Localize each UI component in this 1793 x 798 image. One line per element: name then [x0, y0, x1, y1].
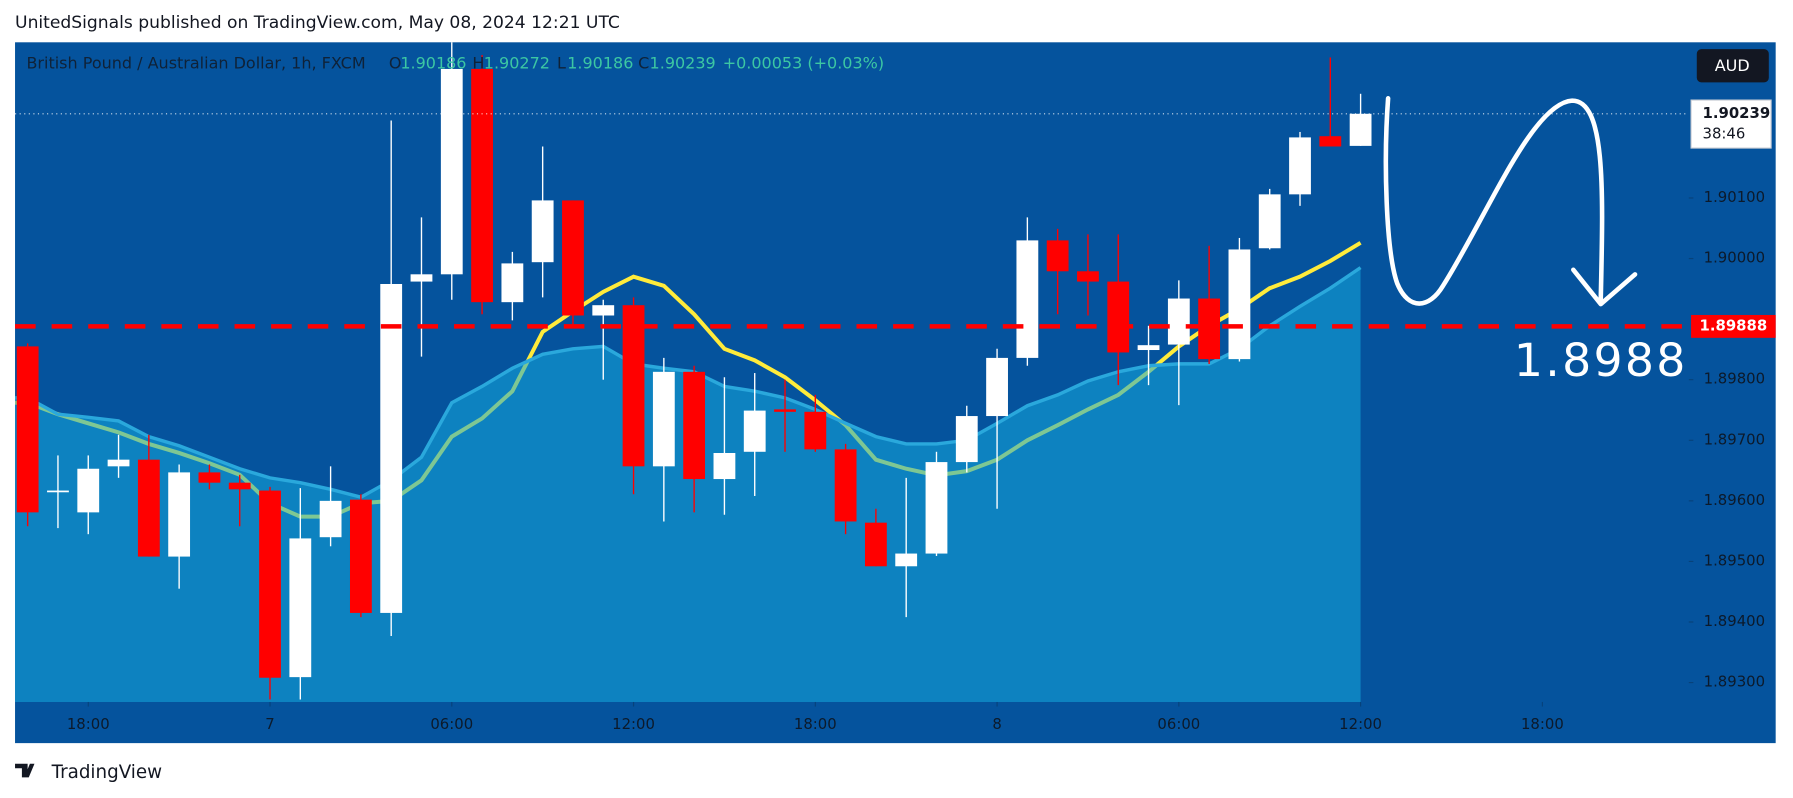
price-line-label-box [1691, 314, 1776, 338]
candle-body [683, 371, 706, 480]
y-tick-label: 1.90100 [1704, 188, 1765, 206]
candle-body [137, 459, 160, 557]
x-tick-label: 18:00 [67, 715, 110, 733]
candle-body [1289, 137, 1311, 195]
candle-body [834, 449, 857, 522]
footer-text: TradingView [51, 762, 163, 783]
candle-body [198, 472, 221, 483]
candle-body [955, 416, 978, 463]
legend-value: 1.90239 [650, 54, 716, 73]
currency-label[interactable]: AUD [1715, 56, 1750, 75]
candle-body [471, 68, 493, 303]
candle-body [77, 468, 100, 513]
candle-body [228, 482, 251, 490]
candle-body [1077, 271, 1099, 282]
candle-body [652, 371, 675, 467]
legend-change: +0.00053 (+0.03%) [723, 54, 884, 73]
candle-body [1046, 240, 1069, 272]
x-tick-label: 18:00 [1521, 715, 1564, 733]
current-price-label: 1.90239 [1703, 104, 1771, 122]
candle-body [774, 409, 796, 412]
x-tick-label: 7 [265, 715, 274, 733]
footer-logo: TradingView [15, 762, 162, 783]
candle-body [925, 462, 948, 554]
legend-key: O [389, 54, 402, 73]
candle-body [1016, 240, 1039, 358]
header: UnitedSignals published on TradingView.c… [15, 13, 620, 33]
hand-drawn-arrow [1383, 96, 1605, 306]
candle-body [1167, 298, 1190, 345]
candle-body [713, 453, 736, 480]
candle-body [1258, 194, 1281, 249]
candle-body [380, 283, 403, 613]
candle-body [562, 200, 584, 316]
candle-body [1349, 113, 1372, 146]
y-tick-label: 1.89600 [1704, 491, 1765, 509]
candle-body [349, 499, 372, 613]
candle-body [622, 305, 645, 467]
candle-body [16, 346, 39, 513]
candle-body [410, 274, 433, 282]
legend-value: 1.90186 [400, 54, 466, 73]
candle-body [107, 459, 130, 467]
legend-value: 1.90272 [484, 54, 550, 73]
candle-body [804, 411, 827, 450]
candle-body [864, 522, 887, 567]
candle-body [592, 305, 615, 316]
candle-body [440, 68, 463, 275]
x-tick-label: 06:00 [430, 715, 473, 733]
legend-key: H [472, 54, 484, 73]
candle-body [531, 200, 554, 263]
countdown: 38:46 [1703, 124, 1746, 142]
y-tick-label: 1.89700 [1704, 430, 1765, 448]
logo-icon [15, 763, 35, 778]
currency-button[interactable] [1696, 49, 1769, 83]
candle-body [168, 472, 191, 557]
price-line-label: 1.89888 [1700, 316, 1768, 334]
ma-area-line [15, 266, 1362, 500]
candle-body [1107, 281, 1130, 353]
y-tick-label: 1.89400 [1704, 612, 1765, 630]
candle-body [47, 490, 69, 493]
candle-body [1228, 249, 1251, 360]
legend-value: 1.90186 [567, 54, 633, 73]
candle-body [986, 357, 1008, 417]
legend-title: British Pound / Australian Dollar, 1h, F… [26, 54, 365, 73]
x-tick-label: 18:00 [794, 715, 837, 733]
candle-body [1198, 298, 1221, 360]
candle-body [319, 500, 342, 538]
x-tick-label: 12:00 [1339, 715, 1382, 733]
y-tick-label: 1.90000 [1704, 249, 1765, 267]
current-price-box [1690, 99, 1772, 149]
candle-body [743, 410, 766, 452]
candle-body [259, 490, 281, 678]
x-tick-label: 8 [992, 715, 1001, 733]
legend-key: L [557, 54, 566, 73]
candle-body [1137, 345, 1160, 351]
x-tick-label: 12:00 [612, 715, 655, 733]
annotation: 1.8988 [1514, 334, 1688, 387]
y-tick-label: 1.89300 [1704, 673, 1765, 691]
arrow-head [1571, 267, 1638, 307]
y-tick-label: 1.89500 [1704, 551, 1765, 569]
candle-body [289, 538, 312, 678]
candle-body [1319, 136, 1342, 147]
candle-body [895, 553, 918, 567]
legend-key: C [638, 54, 649, 73]
candle-body [501, 263, 524, 303]
y-tick-label: 1.89800 [1704, 370, 1765, 388]
x-tick-label: 06:00 [1157, 715, 1200, 733]
